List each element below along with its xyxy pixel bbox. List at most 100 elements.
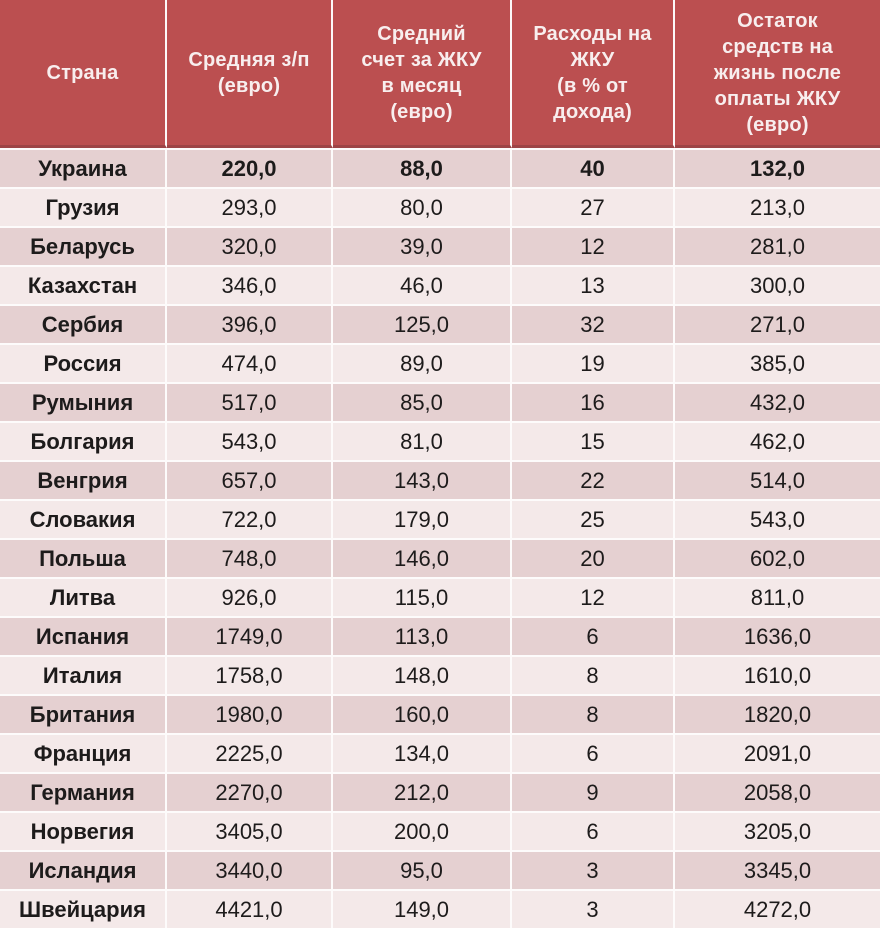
bill-cell: 148,0 bbox=[333, 655, 512, 694]
bill-cell: 125,0 bbox=[333, 304, 512, 343]
column-header-remainder: Остаток средств на жизнь после оплаты ЖК… bbox=[675, 0, 880, 148]
remainder-cell: 271,0 bbox=[675, 304, 880, 343]
remainder-cell: 281,0 bbox=[675, 226, 880, 265]
country-cell: Венгрия bbox=[0, 460, 167, 499]
country-cell: Швейцария bbox=[0, 889, 167, 928]
table-row: Грузия 293,0 80,0 27 213,0 bbox=[0, 187, 880, 226]
bill-cell: 46,0 bbox=[333, 265, 512, 304]
country-cell: Франция bbox=[0, 733, 167, 772]
table-row: Франция 2225,0 134,0 6 2091,0 bbox=[0, 733, 880, 772]
bill-cell: 95,0 bbox=[333, 850, 512, 889]
bill-cell: 149,0 bbox=[333, 889, 512, 928]
remainder-cell: 1610,0 bbox=[675, 655, 880, 694]
salary-cell: 4421,0 bbox=[167, 889, 333, 928]
salary-cell: 2270,0 bbox=[167, 772, 333, 811]
table-row: Венгрия 657,0 143,0 22 514,0 bbox=[0, 460, 880, 499]
percent-cell: 13 bbox=[512, 265, 675, 304]
percent-cell: 9 bbox=[512, 772, 675, 811]
salary-cell: 1980,0 bbox=[167, 694, 333, 733]
percent-cell: 15 bbox=[512, 421, 675, 460]
salary-cell: 926,0 bbox=[167, 577, 333, 616]
percent-cell: 8 bbox=[512, 655, 675, 694]
table-row: Исландия 3440,0 95,0 3 3345,0 bbox=[0, 850, 880, 889]
country-cell: Норвегия bbox=[0, 811, 167, 850]
table-row: Словакия 722,0 179,0 25 543,0 bbox=[0, 499, 880, 538]
percent-cell: 25 bbox=[512, 499, 675, 538]
percent-cell: 22 bbox=[512, 460, 675, 499]
salary-cell: 543,0 bbox=[167, 421, 333, 460]
remainder-cell: 514,0 bbox=[675, 460, 880, 499]
remainder-cell: 213,0 bbox=[675, 187, 880, 226]
bill-cell: 113,0 bbox=[333, 616, 512, 655]
salary-cell: 293,0 bbox=[167, 187, 333, 226]
percent-cell: 3 bbox=[512, 889, 675, 928]
remainder-cell: 462,0 bbox=[675, 421, 880, 460]
country-cell: Литва bbox=[0, 577, 167, 616]
country-cell: Исландия bbox=[0, 850, 167, 889]
country-cell: Казахстан bbox=[0, 265, 167, 304]
remainder-cell: 543,0 bbox=[675, 499, 880, 538]
table-row: Сербия 396,0 125,0 32 271,0 bbox=[0, 304, 880, 343]
bill-cell: 134,0 bbox=[333, 733, 512, 772]
header-row: Страна Средняя з/п (евро) Средний счет з… bbox=[0, 0, 880, 148]
table-row: Италия 1758,0 148,0 8 1610,0 bbox=[0, 655, 880, 694]
country-cell: Румыния bbox=[0, 382, 167, 421]
country-cell: Грузия bbox=[0, 187, 167, 226]
percent-cell: 6 bbox=[512, 733, 675, 772]
table-row: Украина 220,0 88,0 40 132,0 bbox=[0, 148, 880, 187]
percent-cell: 12 bbox=[512, 226, 675, 265]
column-header-country: Страна bbox=[0, 0, 167, 148]
bill-cell: 88,0 bbox=[333, 148, 512, 187]
bill-cell: 143,0 bbox=[333, 460, 512, 499]
bill-cell: 89,0 bbox=[333, 343, 512, 382]
remainder-cell: 811,0 bbox=[675, 577, 880, 616]
table-row: Германия 2270,0 212,0 9 2058,0 bbox=[0, 772, 880, 811]
percent-cell: 20 bbox=[512, 538, 675, 577]
bill-cell: 200,0 bbox=[333, 811, 512, 850]
remainder-cell: 1820,0 bbox=[675, 694, 880, 733]
column-header-bill: Средний счет за ЖКУ в месяц (евро) bbox=[333, 0, 512, 148]
salary-cell: 3405,0 bbox=[167, 811, 333, 850]
percent-cell: 12 bbox=[512, 577, 675, 616]
country-cell: Украина bbox=[0, 148, 167, 187]
table-row: Швейцария 4421,0 149,0 3 4272,0 bbox=[0, 889, 880, 928]
bill-cell: 80,0 bbox=[333, 187, 512, 226]
salary-cell: 1758,0 bbox=[167, 655, 333, 694]
country-cell: Британия bbox=[0, 694, 167, 733]
remainder-cell: 300,0 bbox=[675, 265, 880, 304]
country-cell: Италия bbox=[0, 655, 167, 694]
remainder-cell: 1636,0 bbox=[675, 616, 880, 655]
percent-cell: 27 bbox=[512, 187, 675, 226]
bill-cell: 81,0 bbox=[333, 421, 512, 460]
salary-cell: 2225,0 bbox=[167, 733, 333, 772]
percent-cell: 8 bbox=[512, 694, 675, 733]
percent-cell: 16 bbox=[512, 382, 675, 421]
bill-cell: 179,0 bbox=[333, 499, 512, 538]
salary-cell: 722,0 bbox=[167, 499, 333, 538]
salary-cell: 1749,0 bbox=[167, 616, 333, 655]
country-cell: Сербия bbox=[0, 304, 167, 343]
table-row: Испания 1749,0 113,0 6 1636,0 bbox=[0, 616, 880, 655]
bill-cell: 85,0 bbox=[333, 382, 512, 421]
bill-cell: 39,0 bbox=[333, 226, 512, 265]
salary-cell: 748,0 bbox=[167, 538, 333, 577]
bill-cell: 115,0 bbox=[333, 577, 512, 616]
country-cell: Испания bbox=[0, 616, 167, 655]
salary-cell: 396,0 bbox=[167, 304, 333, 343]
country-cell: Польша bbox=[0, 538, 167, 577]
percent-cell: 32 bbox=[512, 304, 675, 343]
bill-cell: 160,0 bbox=[333, 694, 512, 733]
table-row: Россия 474,0 89,0 19 385,0 bbox=[0, 343, 880, 382]
salary-cell: 220,0 bbox=[167, 148, 333, 187]
percent-cell: 19 bbox=[512, 343, 675, 382]
salary-cell: 517,0 bbox=[167, 382, 333, 421]
table-row: Казахстан 346,0 46,0 13 300,0 bbox=[0, 265, 880, 304]
table-row: Беларусь 320,0 39,0 12 281,0 bbox=[0, 226, 880, 265]
salary-cell: 320,0 bbox=[167, 226, 333, 265]
bill-cell: 146,0 bbox=[333, 538, 512, 577]
salary-cell: 474,0 bbox=[167, 343, 333, 382]
table-row: Литва 926,0 115,0 12 811,0 bbox=[0, 577, 880, 616]
column-header-salary: Средняя з/п (евро) bbox=[167, 0, 333, 148]
table-row: Норвегия 3405,0 200,0 6 3205,0 bbox=[0, 811, 880, 850]
